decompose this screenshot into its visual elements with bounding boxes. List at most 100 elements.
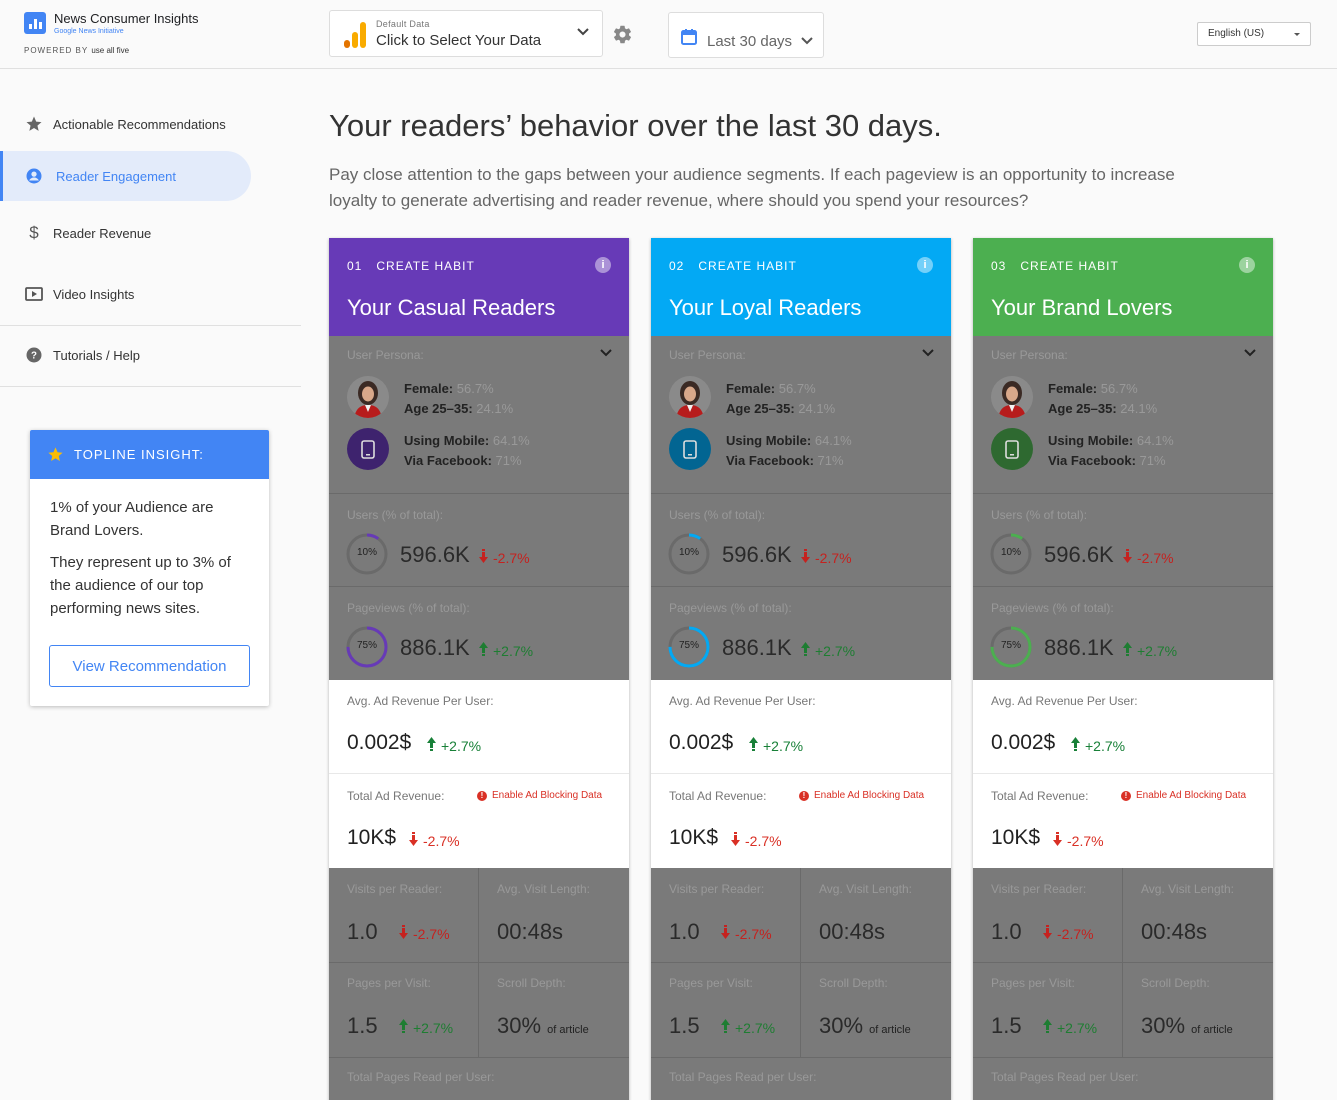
info-icon[interactable]: i (917, 257, 933, 273)
visit-length-label: Avg. Visit Length: (819, 882, 912, 896)
persona-age: Age 25–35: 24.1% (404, 401, 514, 416)
pageviews-section: Pageviews (% of total): 75% 886.1K +2.7% (329, 587, 629, 680)
powered-by-brand: use all five (91, 46, 130, 55)
divider (329, 962, 629, 963)
pages-per-visit-value: 1.5 (347, 1013, 378, 1038)
arrow-up-icon (427, 737, 436, 754)
persona-section[interactable]: User Persona: Female: 56.7% Age 25–35: 2… (329, 336, 629, 493)
pages-section: Pages per Visit: 1.5 +2.7% Scroll Depth:… (973, 963, 1273, 1057)
phone-icon (361, 440, 375, 459)
card-header: 03 CREATE HABIT i Your Brand Lovers (973, 238, 1273, 336)
language-select[interactable]: English (US) (1197, 22, 1311, 46)
alert-icon: ! (477, 790, 487, 801)
view-recommendation-button[interactable]: View Recommendation (49, 645, 250, 687)
visits-value: 1.0 (347, 919, 378, 944)
enable-ad-blocking-link[interactable]: ! Enable Ad Blocking Data (799, 790, 924, 801)
sidebar-item-tutorials[interactable]: ? Tutorials / Help (0, 330, 301, 380)
app-subtitle: Google News Initiative (54, 28, 124, 35)
ad-revenue-user-section: Avg. Ad Revenue Per User: 0.002$ +2.7% (973, 680, 1273, 773)
users-section: Users (% of total): 10% 596.6K -2.7% (973, 494, 1273, 586)
arrow-down-icon (479, 549, 488, 566)
sidebar-item-label: Reader Engagement (56, 168, 176, 184)
app-logo-icon[interactable] (24, 12, 46, 34)
total-ad-revenue-section: Total Ad Revenue: ! Enable Ad Blocking Da… (651, 774, 951, 868)
divider (0, 386, 301, 387)
total-ad-revenue-value: 10K$ (347, 826, 397, 849)
ad-revenue-user-section: Avg. Ad Revenue Per User: 0.002$ +2.7% (651, 680, 951, 773)
total-ad-revenue-section: Total Ad Revenue: ! Enable Ad Blocking Da… (329, 774, 629, 868)
delta-badge: -2.7% (1043, 925, 1094, 942)
delta-badge: +2.7% (479, 642, 533, 659)
visits-section: Visits per Reader: 1.0 -2.7% Avg. Visit … (329, 868, 629, 962)
visit-length-value: 00:48s (819, 919, 886, 944)
chevron-down-icon[interactable] (1243, 348, 1257, 358)
sidebar-item-reader-engagement[interactable]: Reader Engagement (0, 151, 251, 201)
persona-source: Via Facebook: 71% (404, 453, 522, 468)
ad-revenue-user-value: 0.002$ (669, 731, 734, 754)
divider (800, 963, 801, 1057)
data-source-label: Default Data (376, 19, 430, 29)
pages-per-visit-value: 1.5 (991, 1013, 1022, 1038)
pageviews-label: Pageviews (% of total): (347, 601, 470, 615)
divider (800, 868, 801, 962)
arrow-up-icon (749, 737, 758, 754)
persona-section[interactable]: User Persona: Female: 56.7% Age 25–35: 2… (973, 336, 1273, 493)
arrow-down-icon (1053, 832, 1062, 849)
info-icon[interactable]: i (595, 257, 611, 273)
account-circle-icon (25, 167, 43, 185)
mobile-device-icon (669, 428, 711, 470)
pages-per-visit-label: Pages per Visit: (669, 976, 753, 990)
gear-icon[interactable] (612, 24, 633, 45)
delta-badge: +2.7% (1071, 737, 1125, 754)
persona-avatar (669, 376, 711, 418)
persona-section[interactable]: User Persona: Female: 56.7% Age 25–35: 2… (651, 336, 951, 493)
arrow-up-icon (479, 642, 488, 659)
persona-gender: Female: 56.7% (726, 381, 816, 396)
arrow-down-icon (801, 549, 810, 566)
data-source-select[interactable]: Default Data Click to Select Your Data (329, 10, 603, 57)
delta-badge: -2.7% (801, 549, 852, 566)
enable-ad-blocking-link[interactable]: ! Enable Ad Blocking Data (477, 790, 602, 801)
enable-ad-blocking-link[interactable]: ! Enable Ad Blocking Data (1121, 790, 1246, 801)
total-ad-revenue-value: 10K$ (669, 826, 719, 849)
visits-label: Visits per Reader: (991, 882, 1087, 896)
arrow-down-icon (399, 925, 408, 942)
divider (329, 493, 629, 494)
phone-icon (1005, 440, 1019, 459)
sidebar-item-video-insights[interactable]: Video Insights (0, 269, 301, 319)
persona-device: Using Mobile: 64.1% (404, 433, 530, 448)
chevron-down-icon[interactable] (599, 348, 613, 358)
sidebar-item-reader-revenue[interactable]: $ Reader Revenue (0, 208, 301, 258)
insight-title: TOPLINE INSIGHT: (74, 447, 204, 462)
arrow-down-icon (409, 832, 418, 849)
persona-source: Via Facebook: 71% (1048, 453, 1166, 468)
top-bar: News Consumer Insights Google News Initi… (0, 0, 1337, 69)
arrow-up-icon (1043, 1019, 1052, 1036)
chevron-down-icon[interactable] (921, 348, 935, 358)
date-range-select[interactable]: Last 30 days (668, 12, 824, 58)
insight-text: They represent up to 3% of the audience … (50, 554, 231, 617)
visit-length-label: Avg. Visit Length: (497, 882, 590, 896)
card-title: Your Brand Lovers (991, 295, 1173, 320)
star-icon (48, 447, 63, 462)
pageviews-ring-label: 75% (678, 640, 699, 651)
sidebar-item-recommendations[interactable]: Actionable Recommendations (0, 99, 301, 149)
pageviews-label: Pageviews (% of total): (991, 601, 1114, 615)
delta-badge: -2.7% (1053, 832, 1104, 849)
video-icon (25, 285, 43, 303)
pages-section: Pages per Visit: 1.5 +2.7% Scroll Depth:… (651, 963, 951, 1057)
divider (973, 962, 1273, 963)
visit-length-value: 00:48s (497, 919, 564, 944)
divider (1122, 963, 1123, 1057)
info-icon[interactable]: i (1239, 257, 1255, 273)
app-name: News Consumer Insights (54, 11, 199, 26)
persona-device: Using Mobile: 64.1% (726, 433, 852, 448)
pageviews-value: 886.1K (400, 635, 470, 660)
sidebar-item-label: Video Insights (53, 286, 135, 302)
divider (651, 586, 951, 587)
data-source-value: Click to Select Your Data (376, 32, 542, 49)
date-range-value: Last 30 days (707, 33, 793, 50)
alert-icon: ! (799, 790, 809, 801)
pageviews-ring-label: 75% (356, 640, 377, 651)
total-pages-section: Total Pages Read per User: (329, 1058, 629, 1100)
